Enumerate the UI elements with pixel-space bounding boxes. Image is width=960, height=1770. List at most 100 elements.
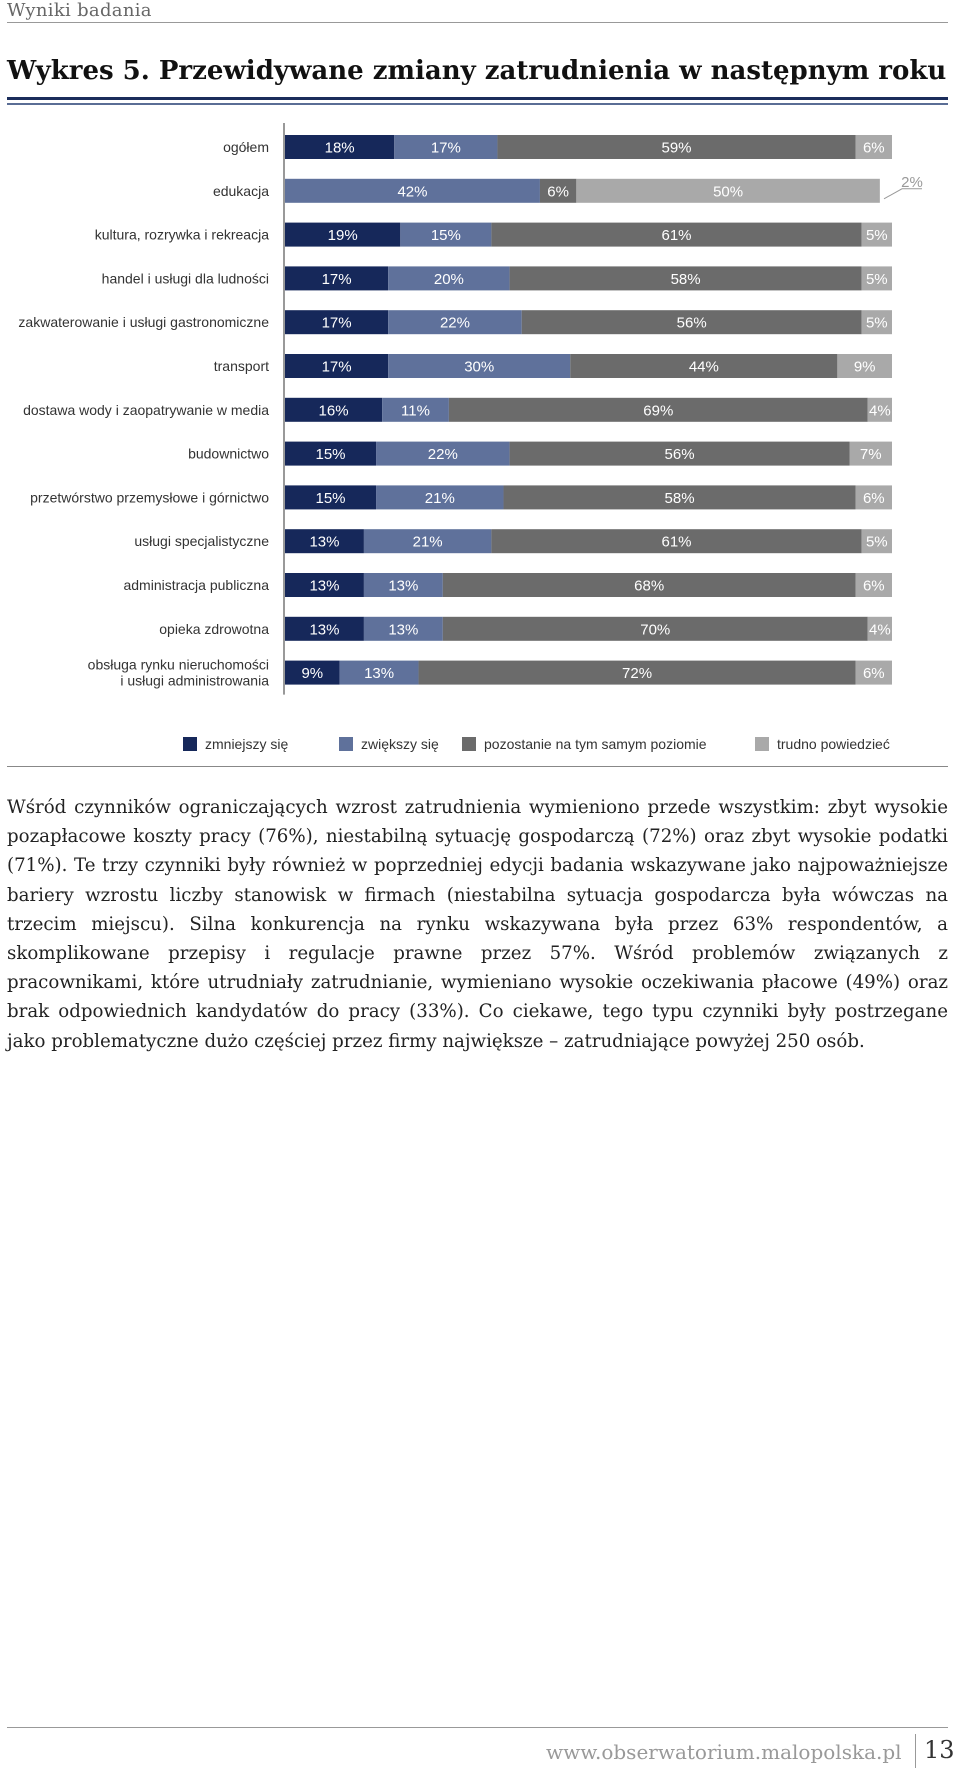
bar-segment: [285, 616, 364, 641]
bar-value-label: 9%: [301, 665, 323, 682]
bar-segment: [363, 529, 492, 554]
bar-value-label: 21%: [425, 490, 455, 507]
bar-value-label: 5%: [866, 271, 888, 288]
bar-segment: [539, 178, 577, 203]
bar-segment: [285, 485, 377, 510]
bar-segment: [285, 135, 395, 159]
outside-value-label: 2%: [901, 174, 923, 191]
bar-value-label: 69%: [643, 402, 673, 419]
bar-value-label: 59%: [661, 140, 691, 157]
bar-segment: [400, 222, 492, 247]
bar-segment: [855, 485, 892, 510]
section-label: Wyniki badania: [7, 0, 152, 21]
bar-value-label: 13%: [388, 621, 418, 638]
legend-swatch-increase: [339, 737, 353, 751]
legend-label-same: pozostanie na tym samym poziomie: [484, 736, 707, 752]
category-label: handel i usługi dla ludności: [102, 270, 269, 286]
bar-value-label: 7%: [860, 446, 882, 463]
bar-segment: [576, 178, 880, 203]
outside-label-leader: [883, 188, 922, 200]
bar-value-label: 17%: [322, 315, 352, 332]
bar-value-label: 16%: [319, 402, 349, 419]
bar-segment: [861, 310, 892, 335]
bar-value-label: 61%: [661, 534, 691, 551]
bar-segment: [285, 441, 377, 466]
category-label: budownictwo: [188, 446, 269, 462]
bar-value-label: 21%: [413, 534, 443, 551]
legend-swatch-same: [462, 737, 476, 751]
bar-value-label: 18%: [325, 140, 355, 157]
bar-segment: [855, 573, 892, 597]
category-label: obsługa rynku nieruchomości i usługi admi…: [88, 657, 270, 689]
figure-title: Wykres 5. Przewidywane zmiany zatrudnien…: [7, 56, 947, 86]
legend-label-unsure: trudno powiedzieć: [777, 736, 890, 752]
bar-value-label: 13%: [364, 665, 394, 682]
category-label: administracja publiczna: [123, 577, 269, 593]
bar-segment: [849, 441, 892, 466]
bar-segment: [837, 354, 892, 378]
bar-segment: [491, 529, 862, 554]
bar-value-label: 22%: [440, 315, 470, 332]
bar-value-label: 6%: [863, 578, 885, 595]
bar-value-label: 15%: [316, 490, 346, 507]
bar-value-label: 13%: [388, 578, 418, 595]
bar-segment: [867, 616, 892, 641]
bar-value-label: 56%: [677, 315, 707, 332]
bar-segment: [285, 178, 540, 203]
bar-value-label: 58%: [665, 490, 695, 507]
body-paragraph: Wśród czynników ograniczających wzrost z…: [7, 797, 948, 1052]
bar-value-label: 17%: [322, 271, 352, 288]
bar-value-label: 6%: [547, 183, 569, 200]
bar-segment: [509, 266, 862, 291]
bar-segment: [509, 441, 850, 466]
bar-segment: [285, 354, 389, 378]
bar-segment: [285, 310, 389, 335]
bar-value-label: 68%: [634, 578, 664, 595]
bar-segment: [285, 266, 389, 291]
bar-value-label: 72%: [622, 665, 652, 682]
bar-value-label: 11%: [401, 402, 430, 419]
bar-value-label: 56%: [665, 446, 695, 463]
category-label: zakwaterowanie i usługi gastronomiczne: [18, 314, 269, 330]
legend-rule: [7, 766, 948, 767]
bar-segment: [418, 660, 856, 685]
stacked-bar-chart: ogółem 18% 17% 59% 6% edukacja 42% 6% 50% 2% kultu…: [18, 123, 923, 695]
bar-segment: [285, 529, 364, 554]
page-number: 13: [924, 1736, 955, 1764]
category-label: transport: [214, 358, 269, 374]
bar-segment: [448, 397, 868, 422]
bar-segment: [285, 222, 401, 247]
bar-segment: [861, 529, 892, 554]
bar-value-label: 6%: [863, 140, 885, 157]
chart-legend: zmniejszy się zwiększy się pozostanie na…: [183, 736, 903, 756]
bar-value-label: 4%: [869, 621, 891, 638]
bar-segment: [363, 573, 443, 597]
category-label: przetwórstwo przemysłowe i górnictwo: [30, 489, 269, 505]
footer-url: www.obserwatorium.malopolska.pl: [546, 1740, 902, 1764]
bar-segment: [394, 135, 498, 159]
bar-segment: [521, 310, 862, 335]
footer-rule: [7, 1727, 948, 1728]
bar-segment: [388, 354, 571, 378]
bar-segment: [855, 660, 892, 685]
category-label: ogółem: [223, 139, 269, 155]
bar-segment: [363, 616, 443, 641]
legend-item-increase: zwiększy się: [339, 736, 439, 752]
bar-value-label: 19%: [328, 227, 358, 244]
bar-segment: [388, 310, 522, 335]
legend-item-decrease: zmniejszy się: [183, 736, 288, 752]
header-rule: [7, 22, 948, 23]
legend-swatch-decrease: [183, 737, 197, 751]
bar-segment: [285, 397, 383, 422]
bar-segment: [376, 441, 510, 466]
legend-swatch-unsure: [755, 737, 769, 751]
bar-value-label: 17%: [431, 140, 461, 157]
bar-value-label: 42%: [397, 183, 427, 200]
bar-segment: [285, 660, 340, 685]
bar-segment: [388, 266, 510, 291]
bar-segment: [855, 135, 892, 159]
category-label: dostawa wody i zaopatrywanie w media: [23, 402, 269, 418]
bar-segment: [376, 485, 504, 510]
bar-segment: [285, 573, 364, 597]
bar-segment: [442, 573, 856, 597]
